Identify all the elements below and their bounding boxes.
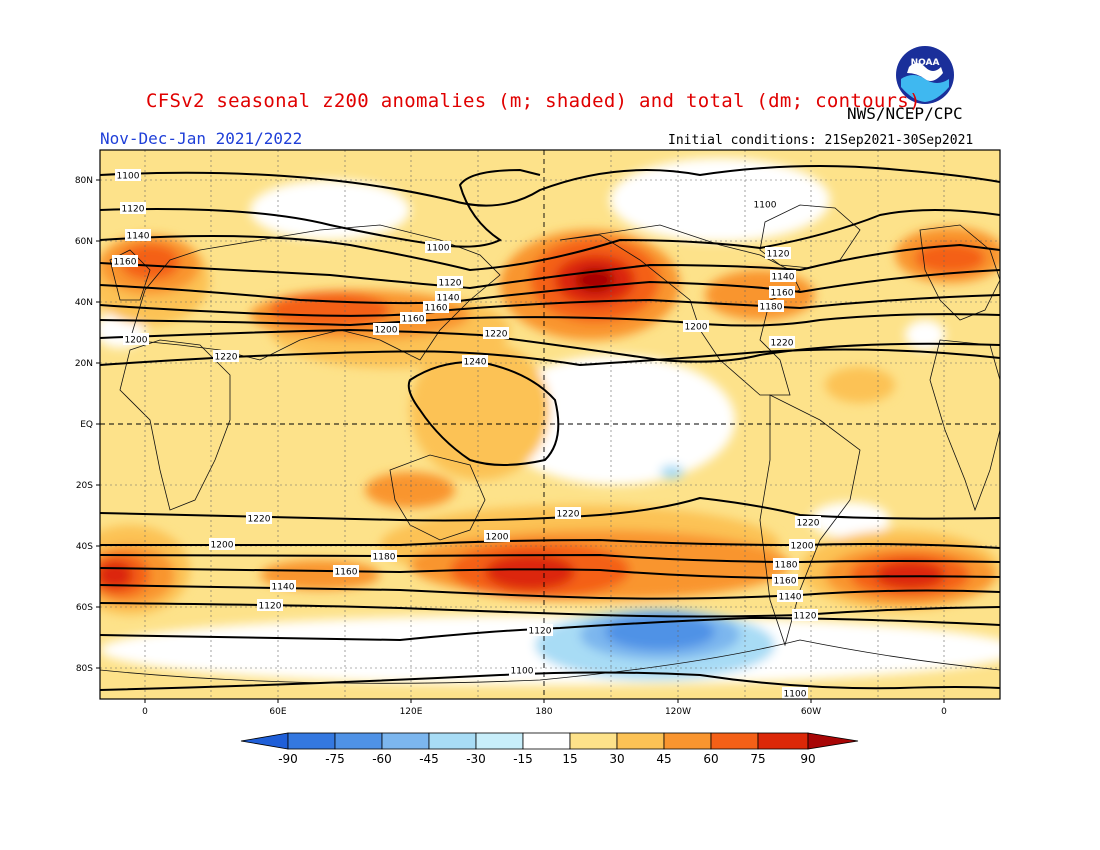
colorbar-swatch [569,732,618,750]
colorbar-label: 45 [656,752,671,766]
colorbar-label: 15 [562,752,577,766]
colorbar-label: -60 [372,752,392,766]
colorbar-swatch [428,732,477,750]
colorbar-label: -90 [278,752,298,766]
longitude-labels: 0 60E 120E 180 120W 60W 0 [142,707,947,717]
contour-label: 1100 [511,667,534,677]
contour-label: 1160 [425,304,448,314]
contour-label: 1160 [335,568,358,578]
contour-label: 1200 [125,336,148,346]
contour-label: 1220 [797,519,820,529]
colorbar-label: 30 [609,752,624,766]
colorbar-swatch [475,732,524,750]
lat-label: EQ [80,420,93,430]
contour-label: 1100 [117,172,140,182]
contour-label: 1160 [114,258,137,268]
colorbar-swatch [757,732,809,750]
lon-label: 120W [665,707,691,717]
latitude-labels: 80N 60N 40N 20N EQ 20S 40S 60S 80S [75,176,93,674]
contour-label: 1140 [272,583,295,593]
contour-label: 1100 [784,690,807,700]
contour-label: 1200 [211,541,234,551]
lon-label: 60E [269,707,286,717]
forecast-period: Nov-Dec-Jan 2021/2022 [100,129,303,148]
contour-label: 1220 [215,353,238,363]
longitude-axis [144,699,945,703]
lat-label: 60S [76,603,93,613]
colorbar-label: -75 [325,752,345,766]
lat-label: 60N [75,237,93,247]
colorbar-cap-low [240,732,289,750]
colorbar-label: -30 [466,752,486,766]
contour-label: 1160 [774,577,797,587]
colorbar-swatch [616,732,665,750]
contour-label: 1120 [794,612,817,622]
colorbar-cap-high [807,732,859,750]
contour-label: 1200 [685,323,708,333]
lon-label: 180 [535,707,552,717]
grid-lines [100,150,1000,699]
contour-label: 1200 [486,533,509,543]
lat-label: 20N [75,359,93,369]
lat-label: 40S [76,542,93,552]
colorbar-label: -15 [513,752,533,766]
lon-label: 0 [142,707,148,717]
lon-label: 0 [941,707,947,717]
contour-label: 1180 [775,561,798,571]
colorbar-swatch [663,732,712,750]
contour-label: 1200 [791,542,814,552]
initial-conditions: Initial conditions: 21Sep2021-30Sep2021 [668,133,974,148]
contour-label: 1180 [373,553,396,563]
contour-label: 1140 [772,273,795,283]
noaa-logo-text: NOAA [911,58,940,68]
contour-label: 1220 [557,510,580,520]
noaa-logo: NOAA [896,46,954,104]
contour-label: 1180 [760,303,783,313]
contour-label: 1120 [529,627,552,637]
colorbar [240,732,859,750]
anomaly-shading [100,150,1000,699]
contour-label: 1140 [127,232,150,242]
lat-label: 80S [76,664,93,674]
contour-label: 1220 [485,330,508,340]
contour-label: 1140 [437,294,460,304]
contour-label: 1120 [259,602,282,612]
colorbar-swatch [334,732,383,750]
agency-label: NWS/NCEP/CPC [847,104,963,123]
contour-label: 1200 [375,326,398,336]
contour-label: 1100 [427,244,450,254]
contour-label: 1160 [771,289,794,299]
lon-label: 60W [801,707,821,717]
contour-label: 1120 [122,205,145,215]
colorbar-swatch [522,732,571,750]
colorbar-label: 60 [703,752,718,766]
chart-title: CFSv2 seasonal z200 anomalies (m; shaded… [146,90,921,112]
contour-label: 1100 [754,201,777,211]
height-contours [100,165,1000,691]
colorbar-label: -45 [419,752,439,766]
lat-label: 40N [75,298,93,308]
colorbar-swatch [381,732,430,750]
contour-label: 1240 [464,358,487,368]
colorbar-label: 90 [800,752,815,766]
colorbar-label: 75 [750,752,765,766]
colorbar-swatch [710,732,759,750]
contour-label: 1120 [439,279,462,289]
contour-label: 1220 [248,515,271,525]
colorbar-swatch [287,732,336,750]
contour-label: 1120 [767,250,790,260]
contour-label: 1140 [779,593,802,603]
latitude-axis [96,179,100,669]
lon-label: 120E [400,707,423,717]
contour-labels: 1100 1100 1100 1100 1100 1120 1120 1120 … [112,169,821,700]
lat-label: 20S [76,481,93,491]
contour-label: 1160 [402,315,425,325]
equator-dateline [100,150,1000,699]
colorbar-labels: -90 -75 -60 -45 -30 -15 15 30 45 60 75 9… [278,752,815,766]
lat-label: 80N [75,176,93,186]
contour-label: 1220 [771,339,794,349]
